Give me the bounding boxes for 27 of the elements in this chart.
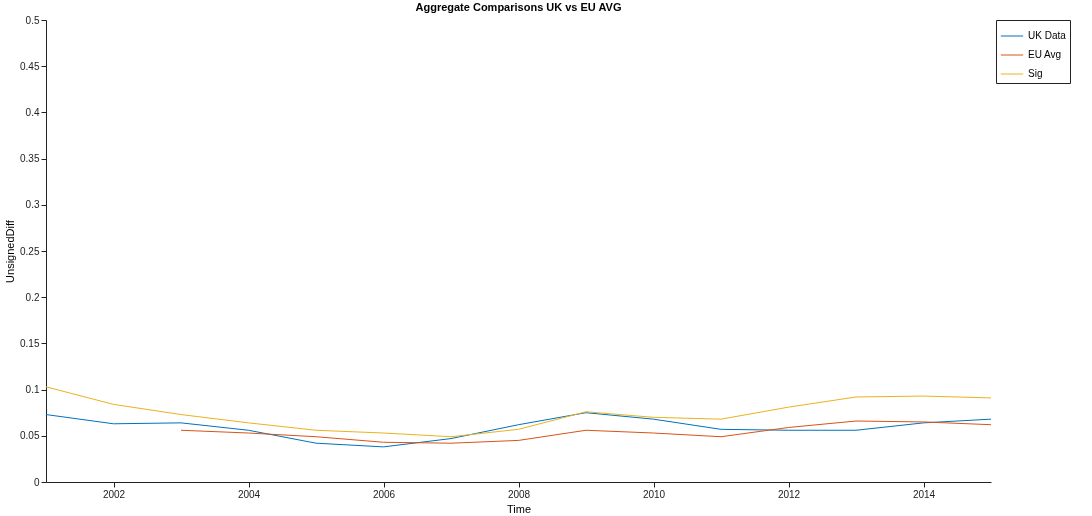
y-tick-label: 0.2 [25,291,40,303]
x-tick-label: 2002 [102,488,126,500]
line-series [45,412,992,448]
line-series [45,386,992,438]
y-tick-label: 0.3 [25,199,40,211]
y-axis-title: UnsignedDiff [4,219,17,283]
y-tick-label: 0.45 [20,60,40,72]
x-tick-label: 2006 [372,488,396,500]
y-tick-label: 0.35 [20,153,40,165]
y-tick-label: 0 [33,476,40,488]
legend-label: UK Data [1028,30,1067,41]
y-tick-label: 0.5 [25,14,40,26]
x-tick-label: 2004 [237,488,261,500]
line-series [180,420,992,444]
y-tick-label: 0.15 [20,337,40,349]
chart-title: Aggregate Comparisons UK vs EU AVG [415,1,622,13]
y-tick-label: 0.25 [20,245,40,257]
y-tick-label: 0.4 [25,106,40,118]
x-tick-label: 2008 [507,488,531,500]
x-tick-label: 2010 [642,488,666,500]
y-tick-label: 0.1 [25,384,40,396]
legend-label: EU Avg [1028,49,1062,60]
legend-label: Sig [1028,68,1043,79]
x-axis-title: Time [506,502,532,515]
x-tick-label: 2014 [912,488,936,500]
x-tick-label: 2012 [777,488,801,500]
y-tick-label: 0.05 [20,430,40,442]
